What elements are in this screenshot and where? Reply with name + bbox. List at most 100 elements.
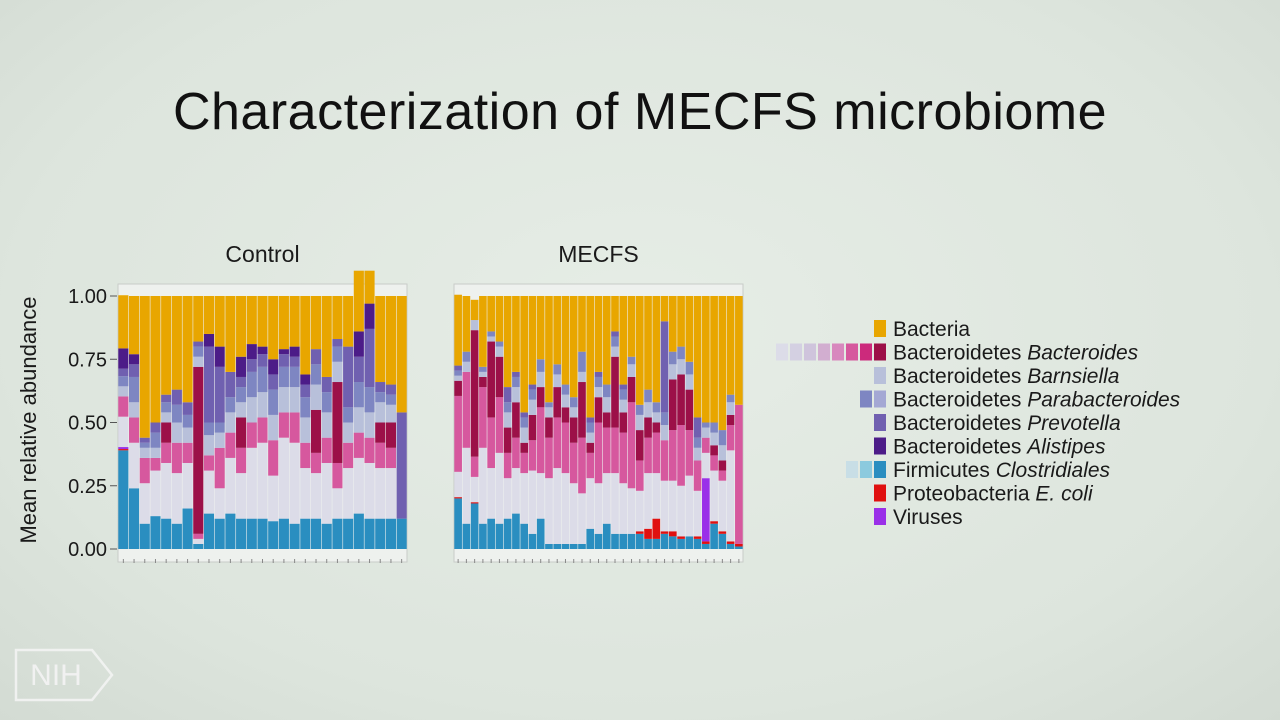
bar-segment-barnsiella (710, 432, 718, 446)
bar-segment-bacteria (495, 296, 504, 342)
bar-segment-barnsiella (289, 387, 300, 413)
bar-segment-proteobacteria (635, 531, 644, 534)
bar-segment-bacteroides-dark (644, 417, 652, 438)
y-axis-label: Mean relative abundance (16, 296, 41, 543)
bar-segment-barnsiella (139, 447, 150, 458)
bar-segment-bacteroides-pink (193, 533, 204, 539)
bar-segment-barnsiella (332, 361, 343, 383)
bar-segment-bacteria (321, 296, 332, 377)
bar-segment-parabacteroides (635, 404, 644, 415)
bar-segment-barnsiella (627, 364, 636, 377)
legend-entry: Bacteroidetes Bacteroides (776, 342, 1139, 365)
bar-segment-bacteroides-light (561, 473, 570, 544)
bar-segment-prevotella (660, 321, 669, 413)
bar-segment-prevotella (520, 412, 529, 418)
bar-segment-bacteroides-light (586, 478, 595, 529)
bar-segment-bacteroides-light (171, 473, 182, 524)
bar-segment-alistipes (353, 331, 364, 357)
bar-segment-parabacteroides (462, 351, 471, 362)
legend-label-genus: Clostridiales (996, 459, 1111, 482)
bar-segment-barnsiella (702, 427, 710, 438)
bar-segment-bacteria (578, 296, 586, 352)
bar-segment-bacteroides-dark (520, 442, 529, 453)
bar-segment-proteobacteria (726, 541, 735, 544)
y-tick-label: 0.50 (68, 413, 107, 435)
bar-segment-bacteroides-pink (118, 396, 129, 417)
bar-segment-bacteroides-pink (693, 460, 702, 491)
bar-segment-bacteroides-light (594, 483, 603, 534)
bar-segment-barnsiella (182, 427, 193, 443)
bar-segment-barnsiella (545, 407, 553, 418)
bar-segment-bacteroides-light (462, 447, 471, 524)
bar-segment-bacteria (364, 270, 375, 304)
bar-segment-bacteroides-light (553, 468, 562, 544)
bar-segment-bacteroides-dark (536, 387, 545, 408)
bar-segment-firmicutes (300, 518, 311, 549)
bar-segment-bacteria (561, 296, 570, 385)
bar-segment-barnsiella (214, 432, 225, 448)
bar-segment-barnsiella (619, 399, 628, 413)
bar-segment-bacteria (257, 296, 268, 347)
bar-segment-firmicutes (528, 533, 537, 549)
bar-segment-bacteroides-pink (353, 432, 364, 458)
bar-segment-bacteroides-pink (310, 452, 322, 474)
bar-segment-firmicutes (289, 523, 300, 549)
bar-segment-parabacteroides (619, 389, 628, 400)
bar-segment-bacteroides-light (364, 462, 375, 519)
bar-segment-proteobacteria (470, 502, 479, 504)
bar-segment-barnsiella (278, 387, 289, 413)
legend-swatch (790, 343, 802, 361)
bar-segment-bacteria (310, 296, 322, 350)
bar-segment-firmicutes (139, 523, 150, 549)
bar-segment-viruses (118, 447, 129, 450)
legend-swatch (874, 461, 886, 478)
bar-segment-bacteria (300, 296, 311, 375)
bar-segment-parabacteroides (310, 364, 322, 385)
bar-segment-bacteroides-pink (677, 425, 685, 486)
bar-segment-bacteroides-light (545, 478, 553, 544)
bar-segment-bacteria (161, 296, 172, 395)
bar-segment-bacteria (193, 296, 204, 342)
bar-segment-bacteria (520, 296, 529, 413)
bar-segment-bacteroides-dark (569, 417, 578, 443)
bar-segment-bacteroides-light (512, 468, 520, 514)
bar-segment-alistipes (129, 354, 140, 365)
bar-segment-barnsiella (462, 361, 471, 372)
bar-segment-bacteroides-dark (470, 330, 479, 457)
bar-segment-bacteria (611, 296, 619, 332)
bar-segment-bacteroides-light (668, 480, 677, 532)
bar-segment-barnsiella (602, 397, 611, 413)
legend-swatch (874, 320, 886, 337)
bar-segment-bacteroides-pink (644, 437, 652, 474)
bar-segment-prevotella (193, 341, 204, 347)
bar-segment-firmicutes (332, 518, 343, 549)
bar-segment-parabacteroides (479, 366, 487, 372)
legend-label: Bacteroidetes Parabacteroides (893, 389, 1181, 412)
bar-segment-bacteria (668, 296, 677, 352)
bar-segment-bacteroides-pink (289, 412, 300, 443)
bar-segment-bacteroides-dark (586, 442, 595, 453)
bar-segment-firmicutes (385, 518, 396, 549)
bar-segment-parabacteroides (203, 422, 215, 436)
bar-segment-firmicutes (718, 533, 727, 549)
bar-segment-bacteroides-light (619, 483, 628, 534)
bar-segment-bacteroides-light (385, 468, 396, 519)
bar-segment-bacteroides-dark (635, 430, 644, 461)
bar-segment-barnsiella (236, 402, 247, 418)
bar-segment-bacteroides-light (353, 457, 364, 514)
legend-label-phylum: Bacteroidetes (893, 412, 1027, 435)
bar-segment-prevotella (611, 331, 619, 337)
bar-segment-bacteria (726, 296, 735, 395)
bar-segment-bacteria (353, 270, 364, 332)
bar-segment-firmicutes (161, 518, 172, 549)
bar-segment-parabacteroides (553, 364, 562, 375)
bar-segment-bacteria (635, 296, 644, 405)
bar-segment-prevotella (236, 376, 247, 388)
bar-segment-bacteroides-dark (718, 460, 727, 471)
bar-segment-bacteria (710, 296, 718, 423)
facet-mecfs: MECFS (453, 241, 744, 563)
bar-segment-proteobacteria (718, 531, 727, 534)
bar-segment-bacteroides-dark (161, 422, 172, 443)
bar-segment-bacteroides-dark (602, 412, 611, 428)
bar-segment-bacteroides-light (150, 470, 161, 517)
